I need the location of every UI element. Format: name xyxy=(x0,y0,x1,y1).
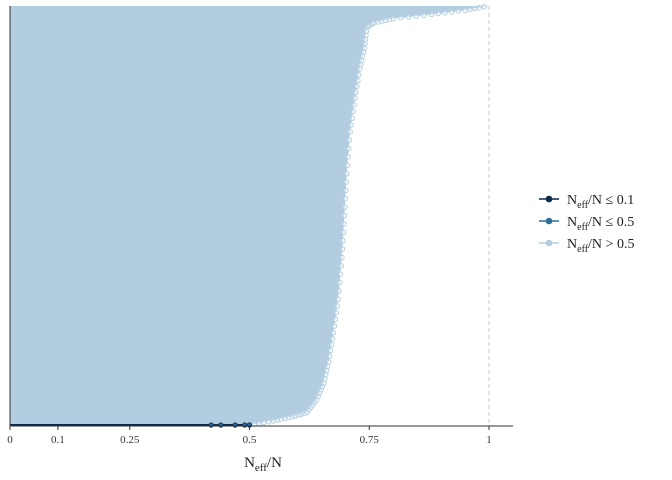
series-high-point xyxy=(467,6,473,13)
series-mid-point xyxy=(232,422,238,428)
legend-key-marker xyxy=(545,195,553,203)
series-high-point xyxy=(448,9,455,15)
series-high-point xyxy=(340,237,346,244)
series-high-point xyxy=(339,246,346,252)
series-high-point xyxy=(442,9,448,16)
series-high-point xyxy=(398,14,404,21)
series-high-point xyxy=(471,5,478,12)
x-tick-label: 0.75 xyxy=(360,434,380,446)
series-high-point xyxy=(351,102,357,108)
series-high-point xyxy=(390,15,397,22)
series-high-point xyxy=(476,4,483,11)
series-high-point xyxy=(350,108,356,115)
series-high-point xyxy=(345,145,352,152)
series-high-point xyxy=(256,420,262,427)
x-axis: 0 0.1 0.25 0.5 0.75 1 Neff/N xyxy=(7,6,513,474)
series-high-point xyxy=(413,13,420,19)
series-high-fill xyxy=(10,6,489,425)
series-high-point xyxy=(338,263,345,269)
x-axis-title: Neff/N xyxy=(244,455,282,474)
series-high-point xyxy=(341,212,348,219)
x-tick-label: 0.25 xyxy=(120,434,140,446)
x-tick-label: 0.1 xyxy=(51,434,65,446)
series-high-point xyxy=(352,95,358,101)
series-high-point xyxy=(340,229,347,236)
series-high-point xyxy=(330,330,337,336)
series-high-point xyxy=(334,303,341,309)
series-high-point xyxy=(342,204,348,210)
legend-item: Neff/N ≤ 0.5 xyxy=(539,215,634,233)
series-high-point xyxy=(455,8,462,14)
series-high-point xyxy=(462,7,468,13)
series-high-point xyxy=(329,335,336,342)
series-high-point xyxy=(428,11,435,18)
series-high-point xyxy=(344,162,351,168)
plot-area xyxy=(10,4,490,428)
x-tick-label: 0 xyxy=(7,434,13,446)
legend-label: Neff/N > 0.5 xyxy=(567,237,634,255)
series-high-point xyxy=(346,137,353,143)
series-high-point xyxy=(435,10,442,17)
series-high-point xyxy=(355,71,362,78)
series-high-point xyxy=(326,353,333,360)
legend-key-marker xyxy=(545,239,553,247)
series-mid-point xyxy=(242,422,248,428)
series-mid-point xyxy=(208,422,214,428)
series-high-point xyxy=(336,288,342,294)
series-high-point xyxy=(355,77,361,84)
series-high-point xyxy=(353,89,359,96)
series-high-point xyxy=(405,14,412,20)
legend: Neff/N ≤ 0.1 Neff/N ≤ 0.5 Neff/N > 0.5 xyxy=(539,193,634,255)
series-high-point xyxy=(331,323,338,329)
series-high-point xyxy=(328,341,335,348)
series-high-point xyxy=(348,122,354,128)
legend-label: Neff/N ≤ 0.1 xyxy=(567,193,634,211)
series-high-point xyxy=(327,347,334,354)
series-high-point xyxy=(343,187,349,194)
x-tick-label: 1 xyxy=(486,434,492,446)
series-high-point xyxy=(333,309,340,316)
series-high-point xyxy=(336,279,343,286)
series-high-point xyxy=(341,221,347,227)
series-high-point xyxy=(337,271,344,278)
series-high-point xyxy=(345,154,351,160)
series-high-point xyxy=(265,418,272,425)
series-high-point xyxy=(342,195,349,202)
series-mid-point xyxy=(218,422,224,428)
x-tick-label: 0.5 xyxy=(243,434,257,446)
series-high-point xyxy=(347,128,353,135)
series-high-point xyxy=(421,12,427,18)
legend-label: Neff/N ≤ 0.5 xyxy=(567,215,634,233)
legend-item: Neff/N ≤ 0.1 xyxy=(539,193,634,211)
series-high-point xyxy=(332,316,339,323)
series-high-point xyxy=(343,179,350,185)
series-high-point xyxy=(343,170,350,177)
series-high-point xyxy=(481,4,488,10)
series-high-point xyxy=(349,115,355,122)
legend-key-marker xyxy=(545,217,553,225)
series-high-point xyxy=(354,83,360,90)
series-high-point xyxy=(335,296,341,303)
series-high-point xyxy=(325,359,332,365)
series-high-point xyxy=(339,254,345,261)
series-high-point xyxy=(261,419,267,426)
legend-item: Neff/N > 0.5 xyxy=(539,237,634,255)
